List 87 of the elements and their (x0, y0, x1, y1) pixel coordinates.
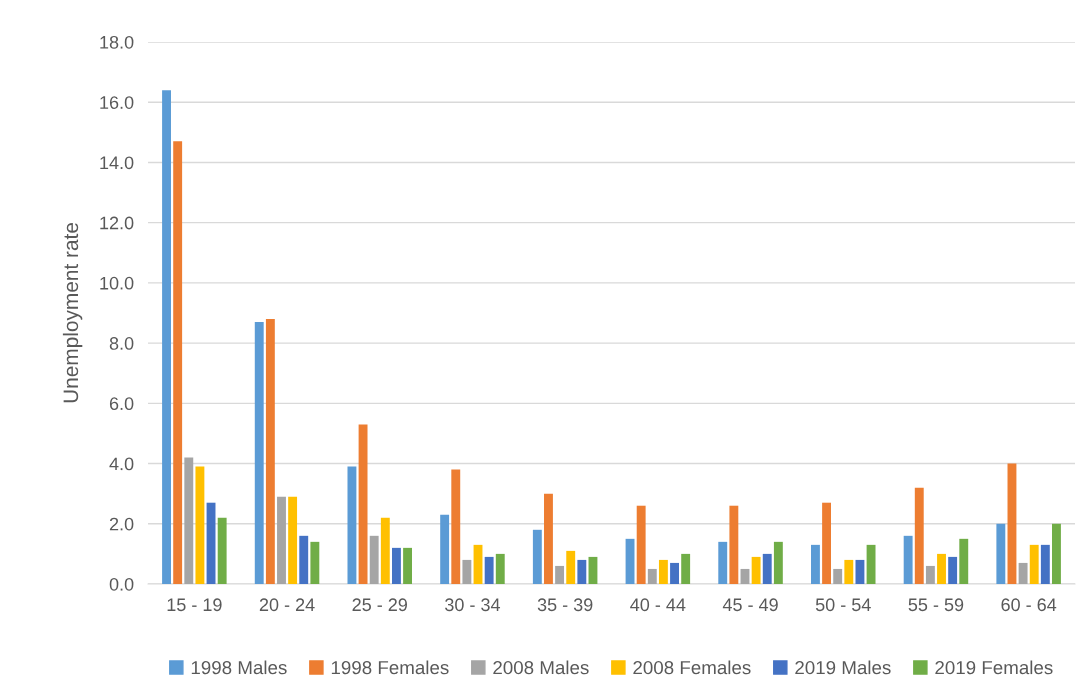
bar (1018, 562, 1028, 584)
x-tick-label: 45 - 49 (722, 598, 778, 612)
bar (566, 550, 576, 584)
y-tick-label: 18.0 (100, 35, 134, 49)
bar (1040, 544, 1050, 584)
bar (822, 502, 832, 584)
legend-label: 2019 Males (795, 660, 891, 675)
y-tick-label: 16.0 (100, 96, 134, 109)
bar (532, 529, 542, 584)
bar (762, 553, 772, 584)
legend-label: 2008 Females (633, 660, 751, 675)
bar (1052, 523, 1061, 584)
bar (925, 565, 935, 584)
legend-label: 1998 Males (191, 660, 287, 675)
bar (195, 466, 205, 584)
bar (996, 523, 1006, 584)
bar (636, 505, 646, 584)
x-tick-label: 55 - 59 (908, 598, 964, 612)
bar (299, 535, 309, 584)
bar (265, 319, 275, 584)
legend-label: 2019 Females (935, 660, 1053, 675)
bar (740, 568, 750, 584)
bar (773, 541, 783, 584)
x-tick-label: 25 - 29 (352, 598, 407, 612)
bar (484, 556, 494, 584)
x-tick-label: 40 - 44 (630, 598, 686, 612)
x-tick-label: 60 - 64 (1001, 598, 1057, 612)
bar (495, 553, 505, 584)
bar (948, 556, 958, 584)
y-tick-label: 12.0 (100, 216, 134, 230)
bar (347, 466, 357, 584)
y-tick-label: 6.0 (109, 397, 134, 411)
x-tick-label: 35 - 39 (537, 598, 593, 612)
bar (254, 322, 264, 584)
bar (844, 559, 854, 584)
bar (588, 556, 598, 584)
bar (1029, 544, 1039, 584)
x-tick-label: 20 - 24 (259, 598, 315, 612)
bar (855, 559, 865, 584)
bar (173, 141, 183, 584)
y-tick-label: 0.0 (109, 577, 134, 591)
bar (544, 493, 553, 584)
bar (959, 538, 969, 584)
bar (670, 562, 679, 584)
bar (833, 568, 843, 584)
bar (358, 424, 368, 584)
bar (217, 517, 227, 584)
x-tick-label: 15 - 19 (167, 598, 222, 612)
bar (380, 517, 390, 584)
bar (184, 457, 194, 584)
bar (440, 514, 450, 584)
bar (625, 538, 635, 584)
bar (577, 559, 587, 584)
legend-label: 2008 Males (493, 660, 589, 675)
bar (914, 487, 924, 584)
y-tick-label: 10.0 (100, 276, 134, 290)
bar (937, 553, 946, 584)
bar (903, 535, 913, 584)
y-tick-label: 2.0 (109, 517, 134, 531)
legend-label: 1998 Females (331, 660, 449, 675)
bar (451, 469, 461, 584)
x-tick-label: 30 - 34 (445, 598, 501, 612)
bar (718, 541, 728, 584)
bar (288, 496, 298, 584)
bar (866, 544, 876, 584)
y-tick-label: 4.0 (109, 457, 134, 471)
bar (729, 505, 739, 584)
bar (751, 556, 761, 584)
y-axis-title: Unemployment rate (62, 223, 83, 403)
bar (310, 541, 320, 584)
bar (462, 559, 472, 584)
bar (277, 496, 286, 584)
bar (658, 559, 668, 584)
bar (369, 535, 379, 584)
bar (162, 90, 171, 584)
bar (555, 565, 565, 584)
x-tick-label: 50 - 54 (815, 598, 871, 612)
bar (403, 547, 413, 584)
bar (810, 544, 820, 584)
bar (206, 502, 216, 584)
bar (681, 553, 691, 584)
y-tick-label: 8.0 (109, 337, 134, 350)
bar (647, 568, 657, 584)
bar (1007, 463, 1017, 584)
bar (391, 547, 401, 584)
bar (473, 544, 483, 584)
y-tick-label: 14.0 (100, 156, 134, 170)
